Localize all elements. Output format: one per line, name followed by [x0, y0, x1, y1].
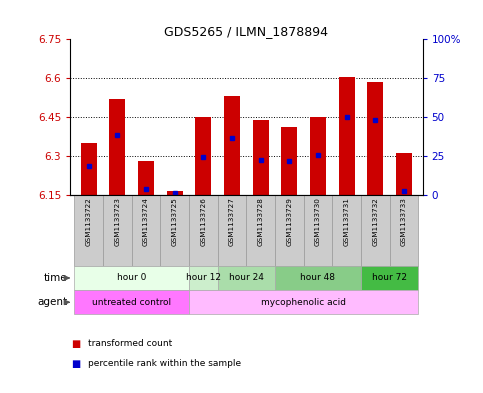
Bar — [132, 195, 160, 266]
Text: ■: ■ — [71, 358, 81, 369]
Text: GSM1133726: GSM1133726 — [200, 197, 206, 246]
Bar — [390, 195, 418, 266]
Bar — [189, 195, 218, 266]
Text: ■: ■ — [71, 339, 81, 349]
Text: GSM1133733: GSM1133733 — [401, 197, 407, 246]
Bar — [138, 161, 154, 195]
Text: GSM1133724: GSM1133724 — [143, 197, 149, 246]
Text: GSM1133730: GSM1133730 — [315, 197, 321, 246]
Bar — [361, 195, 390, 266]
Bar — [189, 266, 218, 290]
Bar — [304, 195, 332, 266]
Text: agent: agent — [38, 297, 68, 307]
Bar — [196, 117, 211, 195]
Text: GSM1133732: GSM1133732 — [372, 197, 378, 246]
Bar — [282, 127, 297, 195]
Text: GSM1133731: GSM1133731 — [344, 197, 350, 246]
Text: hour 72: hour 72 — [372, 274, 407, 283]
Bar — [224, 96, 240, 195]
Text: hour 0: hour 0 — [117, 274, 146, 283]
Bar — [253, 119, 269, 195]
Bar — [275, 195, 304, 266]
Bar — [361, 266, 418, 290]
Text: hour 48: hour 48 — [300, 274, 336, 283]
Bar — [74, 195, 103, 266]
Text: GSM1133723: GSM1133723 — [114, 197, 120, 246]
Text: untreated control: untreated control — [92, 298, 171, 307]
Text: hour 12: hour 12 — [186, 274, 221, 283]
Text: GSM1133727: GSM1133727 — [229, 197, 235, 246]
Text: mycophenolic acid: mycophenolic acid — [261, 298, 346, 307]
Bar — [310, 117, 326, 195]
Bar — [167, 191, 183, 195]
Bar — [332, 195, 361, 266]
Bar — [246, 195, 275, 266]
Text: transformed count: transformed count — [88, 340, 172, 348]
Bar — [339, 77, 355, 195]
Text: time: time — [44, 273, 68, 283]
Bar — [275, 266, 361, 290]
Title: GDS5265 / ILMN_1878894: GDS5265 / ILMN_1878894 — [164, 25, 328, 38]
Text: percentile rank within the sample: percentile rank within the sample — [88, 359, 242, 368]
Bar — [74, 290, 189, 314]
Bar — [189, 290, 418, 314]
Text: GSM1133725: GSM1133725 — [171, 197, 178, 246]
Bar — [160, 195, 189, 266]
Bar — [218, 266, 275, 290]
Text: GSM1133729: GSM1133729 — [286, 197, 292, 246]
Text: GSM1133722: GSM1133722 — [85, 197, 92, 246]
Bar — [74, 266, 189, 290]
Bar — [396, 153, 412, 195]
Bar — [218, 195, 246, 266]
Text: hour 24: hour 24 — [229, 274, 264, 283]
Bar — [81, 143, 97, 195]
Text: GSM1133728: GSM1133728 — [257, 197, 264, 246]
Bar — [103, 195, 132, 266]
Bar — [368, 82, 383, 195]
Bar — [110, 99, 125, 195]
